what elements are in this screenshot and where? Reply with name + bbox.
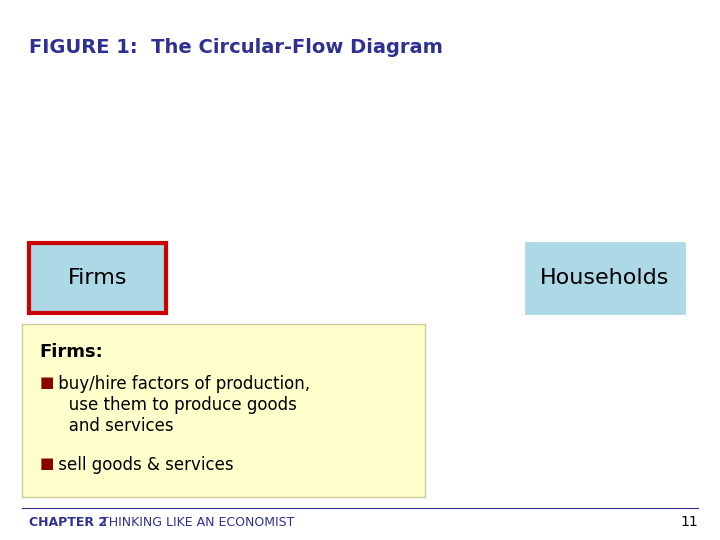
Text: buy/hire factors of production,
   use them to produce goods
   and services: buy/hire factors of production, use them… <box>53 375 310 435</box>
Text: sell goods & services: sell goods & services <box>53 456 233 474</box>
FancyBboxPatch shape <box>526 243 684 313</box>
Text: CHAPTER 2: CHAPTER 2 <box>29 516 107 529</box>
FancyBboxPatch shape <box>29 243 166 313</box>
Text: THINKING LIKE AN ECONOMIST: THINKING LIKE AN ECONOMIST <box>101 516 294 529</box>
Text: FIGURE 1:  The Circular-Flow Diagram: FIGURE 1: The Circular-Flow Diagram <box>29 38 443 57</box>
Text: Firms:: Firms: <box>40 343 104 361</box>
Text: Households: Households <box>540 268 670 288</box>
FancyBboxPatch shape <box>22 324 425 497</box>
Text: 11: 11 <box>680 515 698 529</box>
Text: ■: ■ <box>40 456 54 471</box>
Text: ■: ■ <box>40 375 54 390</box>
Text: Firms: Firms <box>68 268 127 288</box>
